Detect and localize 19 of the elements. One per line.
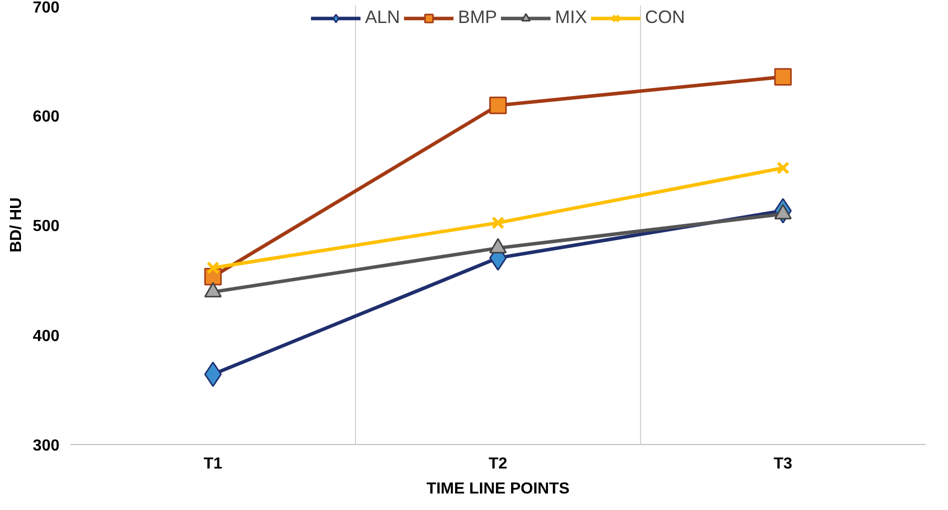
legend-label: BMP — [458, 7, 498, 28]
x-tick-label: T1 — [204, 456, 222, 472]
point — [489, 96, 507, 114]
x-axis-title: TIME LINE POINTS — [426, 480, 570, 498]
point — [492, 216, 504, 230]
y-tick-label: 500 — [32, 218, 60, 235]
y-tick-label: 700 — [32, 0, 60, 16]
point — [206, 261, 220, 274]
y-tick-label: 400 — [32, 328, 60, 345]
point — [776, 161, 790, 174]
point — [774, 68, 792, 86]
y-tick-label: 600 — [32, 108, 60, 126]
legend-label: CON — [645, 7, 686, 28]
x-tick-label: T3 — [774, 456, 792, 472]
y-axis-title: BD/ HU — [8, 197, 25, 253]
legend-label: MIX — [555, 7, 588, 28]
y-tick-label: 300 — [32, 438, 60, 454]
legend-label: ALN — [364, 7, 400, 28]
x-tick-label: T2 — [488, 456, 508, 472]
